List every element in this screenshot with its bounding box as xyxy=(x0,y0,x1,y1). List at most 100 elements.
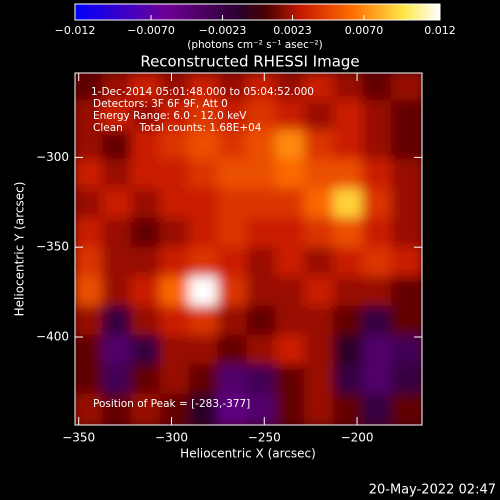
heat-cell xyxy=(188,159,222,193)
heat-cell xyxy=(391,364,422,398)
heat-cell xyxy=(362,129,396,163)
heat-cell xyxy=(304,276,338,310)
heat-cell xyxy=(188,129,222,163)
heat-cell xyxy=(391,73,422,105)
heat-cell xyxy=(130,393,164,425)
plot-frame xyxy=(74,72,423,426)
heat-cell xyxy=(333,364,367,398)
heat-cell xyxy=(246,393,280,425)
heat-cell xyxy=(188,247,222,281)
heat-cell xyxy=(391,100,422,134)
heat-cell xyxy=(304,100,338,134)
heat-cell xyxy=(188,188,222,222)
chart-title: Reconstructed RHESSI Image xyxy=(140,53,359,71)
heat-cell xyxy=(275,188,309,222)
heat-cell xyxy=(246,188,280,222)
heat-cell xyxy=(362,159,396,193)
heat-cell xyxy=(362,73,396,105)
heat-cell xyxy=(333,305,367,339)
heat-cell xyxy=(75,276,106,310)
heat-cell xyxy=(362,100,396,134)
heat-cell xyxy=(275,364,309,398)
colorbar xyxy=(74,3,441,21)
heat-cell xyxy=(391,335,422,369)
heat-cell xyxy=(304,159,338,193)
heat-cell xyxy=(101,217,135,251)
annotation: Detectors: 3F 6F 9F, Att 0 xyxy=(93,98,228,110)
heat-cell xyxy=(275,393,309,425)
heat-cell xyxy=(101,188,135,222)
heat-cell xyxy=(159,364,193,398)
heat-cell xyxy=(304,217,338,251)
heat-cell xyxy=(304,364,338,398)
peak-label: Position of Peak = [-283,-377] xyxy=(93,398,250,410)
heat-cell xyxy=(333,393,367,425)
heat-cell xyxy=(275,247,309,281)
heat-cell xyxy=(159,305,193,339)
heat-cell xyxy=(333,159,367,193)
timestamp: 20-May-2022 02:47 xyxy=(369,483,496,498)
heatmap-cells xyxy=(75,73,422,425)
heat-cell xyxy=(217,335,251,369)
heat-cell xyxy=(130,364,164,398)
heat-cell xyxy=(75,129,106,163)
heat-cell xyxy=(159,276,193,310)
heat-cell xyxy=(159,247,193,281)
heat-cell xyxy=(246,276,280,310)
heat-cell xyxy=(130,276,164,310)
heat-cell xyxy=(217,129,251,163)
heat-cell xyxy=(304,335,338,369)
heat-cell xyxy=(246,364,280,398)
heat-cell xyxy=(75,188,106,222)
heat-cell xyxy=(159,100,193,134)
x-tick-label: −350 xyxy=(62,431,95,445)
heat-cell xyxy=(391,188,422,222)
heat-cell xyxy=(188,335,222,369)
heat-cell xyxy=(159,335,193,369)
heat-cell xyxy=(75,305,106,339)
heat-cell xyxy=(130,73,164,105)
x-tick-label: −300 xyxy=(155,431,188,445)
heat-cell xyxy=(246,217,280,251)
heat-cell xyxy=(188,305,222,339)
heat-cell xyxy=(246,159,280,193)
x-axis-label: Heliocentric X (arcsec) xyxy=(180,447,316,461)
heat-cell xyxy=(275,335,309,369)
heat-cell xyxy=(75,247,106,281)
annotation: Clean Total counts: 1.68E+04 xyxy=(93,122,262,134)
heat-cell xyxy=(130,188,164,222)
heat-cell xyxy=(75,100,106,134)
y-tick-label: −350 xyxy=(36,240,69,254)
heat-cell xyxy=(130,305,164,339)
heat-cell xyxy=(275,276,309,310)
heat-cell xyxy=(159,188,193,222)
heat-cell xyxy=(101,73,135,105)
heat-cell xyxy=(217,247,251,281)
heat-cell xyxy=(246,335,280,369)
heat-cell xyxy=(246,100,280,134)
heat-cell xyxy=(275,129,309,163)
heat-cell xyxy=(217,188,251,222)
heat-cell xyxy=(275,159,309,193)
heat-cell xyxy=(101,393,135,425)
heatmap xyxy=(75,73,422,425)
heat-cell xyxy=(333,188,367,222)
heat-cell xyxy=(101,247,135,281)
heat-cell xyxy=(304,393,338,425)
heat-cell xyxy=(246,247,280,281)
y-tick-label: −300 xyxy=(36,150,69,164)
heat-cell xyxy=(333,100,367,134)
heat-cell xyxy=(217,305,251,339)
heat-cell xyxy=(159,159,193,193)
heat-cell xyxy=(188,217,222,251)
heat-cell xyxy=(391,159,422,193)
heat-cell xyxy=(217,393,251,425)
heat-cell xyxy=(391,305,422,339)
heat-cell xyxy=(101,129,135,163)
heat-cell xyxy=(304,129,338,163)
heat-cell xyxy=(362,393,396,425)
heat-cell xyxy=(101,364,135,398)
colorbar-tick-label: 0.0023 xyxy=(273,24,312,37)
heat-cell xyxy=(333,129,367,163)
heat-cell xyxy=(75,73,106,105)
